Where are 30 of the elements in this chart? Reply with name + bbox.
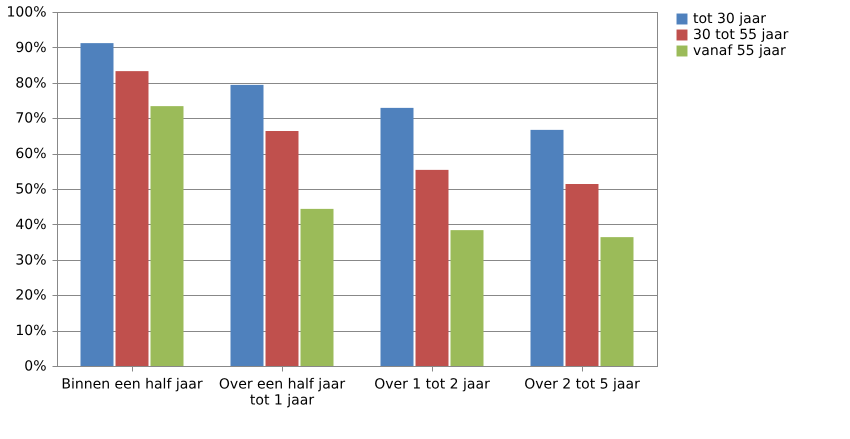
y-tick-label: 30% <box>15 252 46 268</box>
y-tick-label: 10% <box>15 323 46 340</box>
bar <box>300 208 334 366</box>
legend-label: 30 tot 55 jaar <box>693 27 789 43</box>
bar <box>600 237 634 366</box>
bar <box>530 130 564 366</box>
bar <box>416 170 448 366</box>
y-tick-label: 50% <box>15 182 46 198</box>
x-tick-label: Over een half jaar tot 1 jaar <box>218 376 346 408</box>
y-tick-label: 80% <box>15 75 46 92</box>
bar <box>566 184 598 366</box>
legend-label: tot 30 jaar <box>693 11 766 27</box>
y-tick-label: 70% <box>15 110 46 127</box>
y-tick-label: 100% <box>6 4 46 20</box>
x-tick-label: Over 2 tot 5 jaar <box>524 376 640 392</box>
y-tick-label: 60% <box>15 146 46 162</box>
bar <box>450 230 484 366</box>
x-tick-label: Over 1 tot 2 jaar <box>374 376 490 392</box>
bar <box>80 43 114 366</box>
y-tick-label: 40% <box>15 216 46 233</box>
y-tick-label: 0% <box>24 358 46 374</box>
bar <box>380 108 414 366</box>
y-tick-label: 90% <box>15 40 46 56</box>
legend-label: vanaf 55 jaar <box>693 43 786 59</box>
bar <box>266 130 298 366</box>
bar <box>150 106 184 366</box>
x-tick-label: Binnen een half jaar <box>61 376 203 392</box>
bar <box>116 71 148 366</box>
y-tick-label: 20% <box>15 288 46 304</box>
bar <box>230 84 264 366</box>
